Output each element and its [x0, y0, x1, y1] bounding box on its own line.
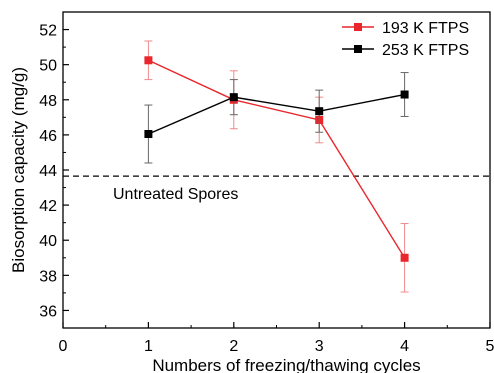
series-0: [144, 40, 409, 293]
y-tick-label: 36: [39, 303, 57, 320]
ticks-layer: 0 1 2 3 4 5 36 38 40 42 44 46 48 50 52: [39, 11, 494, 355]
data-point: [144, 130, 153, 139]
y-tick-label: 46: [39, 128, 57, 145]
data-point: [229, 93, 238, 102]
x-tick-label: 2: [229, 338, 238, 355]
y-axis-title: Biosorption capacity (mg/g): [9, 67, 28, 273]
x-axis-title: Numbers of freezing/thawing cycles: [152, 356, 420, 373]
series-line: [148, 59, 406, 259]
plot-frame: [62, 11, 491, 329]
y-tick-label: 42: [39, 198, 57, 215]
data-point: [315, 107, 324, 116]
legend: 193 K FTPS 253 K FTPS: [342, 20, 469, 59]
legend-label: 193 K FTPS: [382, 20, 469, 37]
reference-line-label: Untreated Spores: [113, 186, 238, 203]
y-tick-label: 40: [39, 233, 57, 250]
legend-marker: [354, 45, 362, 53]
plot-layer: Untreated Spores: [63, 40, 490, 293]
legend-marker: [354, 23, 362, 31]
y-tick-label: 48: [39, 93, 57, 110]
x-tick-label: 5: [486, 338, 494, 355]
y-tick-label: 44: [39, 163, 57, 180]
x-tick-label: 3: [315, 338, 324, 355]
x-tick-label: 1: [144, 338, 153, 355]
legend-label: 253 K FTPS: [382, 42, 469, 59]
x-tick-label: 4: [400, 338, 409, 355]
data-point: [144, 56, 153, 65]
series-line: [148, 93, 405, 135]
series-1: [144, 72, 409, 164]
legend-item: 253 K FTPS: [342, 42, 469, 59]
data-point: [400, 90, 409, 99]
data-point: [400, 253, 409, 262]
legend-item: 193 K FTPS: [342, 20, 469, 37]
x-tick-label: 0: [59, 338, 68, 355]
y-tick-label: 38: [39, 268, 57, 285]
y-tick-label: 50: [39, 58, 57, 75]
y-tick-label: 52: [39, 23, 57, 40]
